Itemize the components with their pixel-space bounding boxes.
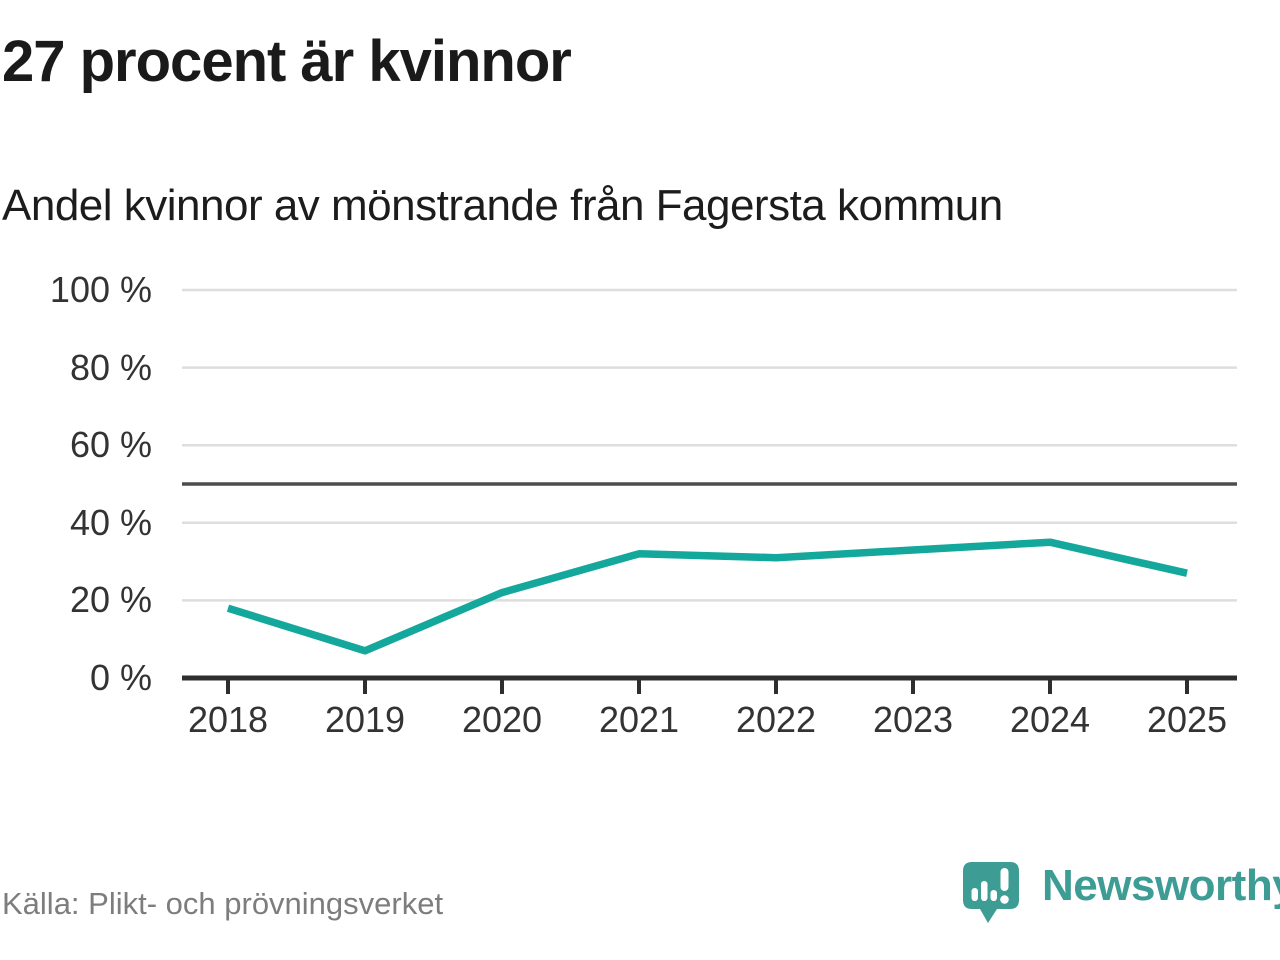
trend-line-andel-kvinnor: [226, 538, 1188, 655]
y-axis-label-60: 60 %: [69, 424, 152, 466]
chart-subtitle: Andel kvinnor av mönstrande från Fagerst…: [2, 181, 1003, 230]
y-axis-label-20: 20 %: [69, 579, 152, 621]
x-axis-label-2025: 2025: [1146, 699, 1228, 740]
chart-title: 27 procent är kvinnor: [2, 29, 572, 94]
logo-bar-3: [990, 890, 997, 901]
x-axis-label-2018: 2018: [187, 699, 269, 740]
logo-bar-1: [971, 888, 978, 901]
logo-exclamation-bar: [1000, 868, 1009, 891]
x-axis-label-2024: 2024: [1009, 699, 1091, 740]
x-axis-label-2022: 2022: [735, 699, 817, 740]
y-axis-label-80: 80 %: [69, 346, 152, 388]
newsworthy-logo-icon: [963, 862, 1019, 923]
y-axis-label-100: 100 %: [49, 269, 152, 310]
x-axis-label-2020: 2020: [461, 699, 543, 740]
y-axis-label-0: 0 %: [89, 657, 152, 698]
source-note: Källa: Plikt- och prövningsverket: [2, 886, 444, 921]
y-axis-label-40: 40 %: [69, 501, 152, 543]
x-axis-label-2021: 2021: [598, 699, 680, 740]
x-axis-label-2023: 2023: [872, 699, 954, 740]
x-axis-label-2019: 2019: [324, 699, 406, 740]
logo-bar-2: [981, 881, 988, 901]
logo-exclamation-dot: [1000, 895, 1009, 904]
newsworthy-wordmark: Newsworthy: [1042, 861, 1280, 910]
